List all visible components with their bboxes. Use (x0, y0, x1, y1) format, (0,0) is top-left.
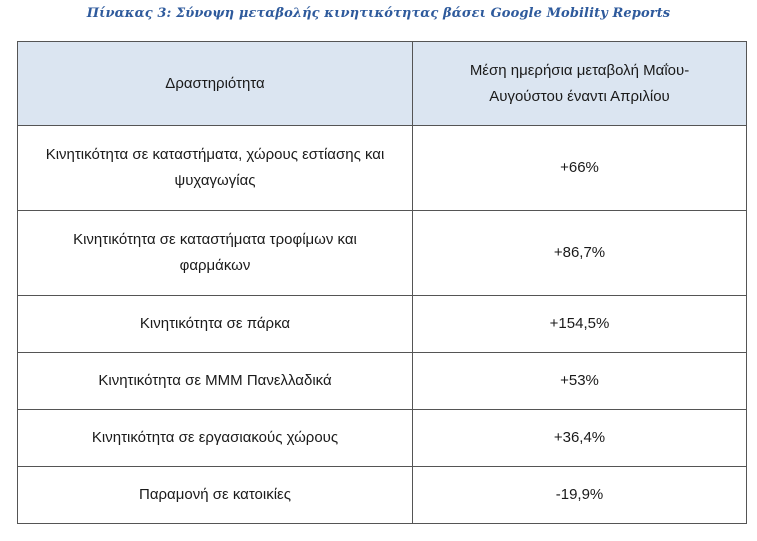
activity-cell: Παραμονή σε κατοικίες (17, 466, 413, 524)
table-row: Παραμονή σε κατοικίες -19,9% (17, 466, 747, 524)
table-row: Κινητικότητα σε πάρκα +154,5% (17, 295, 747, 353)
mobility-summary-table: Δραστηριότητα Μέση ημερήσια μεταβολή Μαΐ… (17, 41, 747, 524)
header-average-change: Μέση ημερήσια μεταβολή Μαΐου-Αυγούστου έ… (412, 41, 747, 126)
change-cell: -19,9% (412, 466, 747, 524)
change-cell: +66% (412, 125, 747, 211)
table-header-row: Δραστηριότητα Μέση ημερήσια μεταβολή Μαΐ… (17, 41, 747, 126)
table-row: Κινητικότητα σε καταστήματα τροφίμων και… (17, 210, 747, 296)
table-caption: Πίνακας 3: Σύνοψη μεταβολής κινητικότητα… (86, 6, 671, 21)
change-cell: +154,5% (412, 295, 747, 353)
activity-cell: Κινητικότητα σε καταστήματα τροφίμων και… (17, 210, 413, 296)
table-row: Κινητικότητα σε ΜΜΜ Πανελλαδικά +53% (17, 352, 747, 410)
activity-cell: Κινητικότητα σε ΜΜΜ Πανελλαδικά (17, 352, 413, 410)
table-row: Κινητικότητα σε καταστήματα, χώρους εστί… (17, 125, 747, 211)
activity-cell: Κινητικότητα σε εργασιακούς χώρους (17, 409, 413, 467)
activity-cell: Κινητικότητα σε πάρκα (17, 295, 413, 353)
header-activity: Δραστηριότητα (17, 41, 413, 126)
change-cell: +53% (412, 352, 747, 410)
table-row: Κινητικότητα σε εργασιακούς χώρους +36,4… (17, 409, 747, 467)
activity-cell: Κινητικότητα σε καταστήματα, χώρους εστί… (17, 125, 413, 211)
change-cell: +86,7% (412, 210, 747, 296)
change-cell: +36,4% (412, 409, 747, 467)
